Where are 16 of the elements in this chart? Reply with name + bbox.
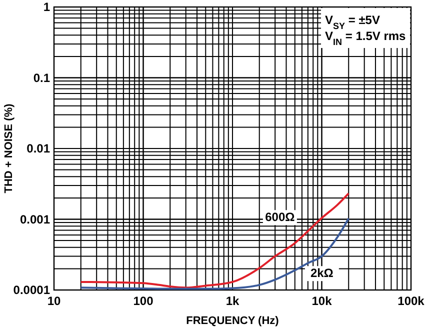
x-tick-label: 1k bbox=[226, 294, 240, 308]
y-tick-label: 0.01 bbox=[26, 142, 50, 156]
annotation: V$_{SY}$ = ±5V bbox=[325, 13, 380, 31]
y-tick-label: 1 bbox=[43, 0, 50, 14]
x-tick-label: 10 bbox=[47, 294, 61, 308]
y-tick-label: 0.001 bbox=[20, 212, 50, 226]
x-tick-label: 10k bbox=[312, 294, 332, 308]
y-axis-title: THD + NOISE (%) bbox=[3, 103, 15, 194]
y-tick-label: 0.1 bbox=[33, 70, 50, 85]
annotation: V$_{IN}$ = 1.5V rms bbox=[325, 29, 406, 47]
x-tick-label: 100 bbox=[133, 294, 154, 308]
x-axis-title: FREQUENCY (Hz) bbox=[186, 315, 280, 327]
x-tick-label: 100k bbox=[398, 294, 425, 308]
series-label: 600Ω bbox=[265, 210, 296, 224]
y-tick-label: 0.0001 bbox=[13, 283, 50, 297]
series-label: 2kΩ bbox=[310, 266, 334, 280]
